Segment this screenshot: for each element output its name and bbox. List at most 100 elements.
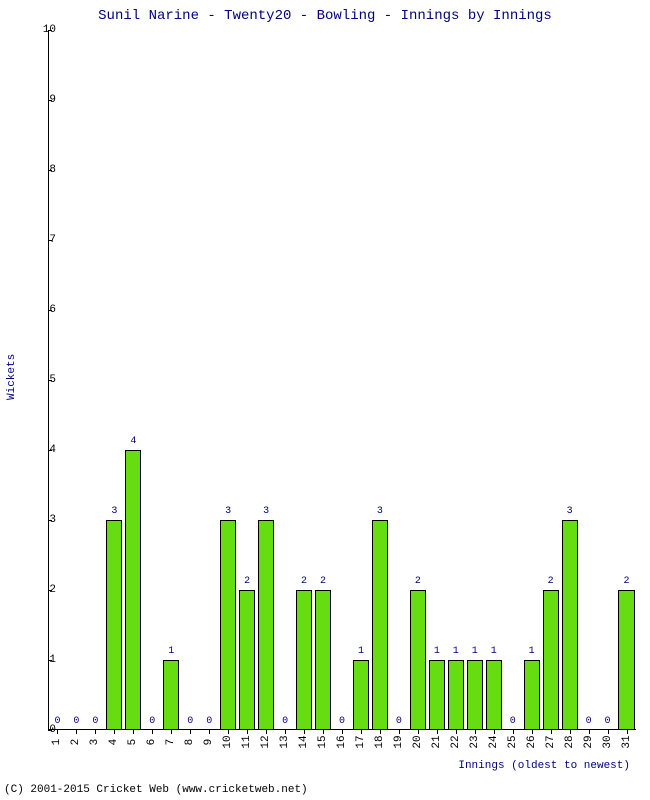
x-tick-label: 7: [165, 733, 177, 751]
bar-value-label: 1: [162, 646, 180, 657]
x-tick-label: 5: [127, 733, 139, 751]
y-tick-label: 1: [36, 654, 56, 666]
x-tick-label: 13: [279, 733, 291, 751]
x-tick-label: 16: [336, 733, 348, 751]
y-tick-mark: [48, 240, 52, 241]
bar: [467, 660, 483, 730]
bar: [239, 590, 255, 730]
bar-value-label: 0: [390, 716, 408, 727]
x-tick-label: 10: [222, 733, 234, 751]
y-axis-label: Wickets: [6, 354, 18, 400]
chart-title: Sunil Narine - Twenty20 - Bowling - Inni…: [0, 8, 650, 24]
bar-value-label: 1: [466, 646, 484, 657]
bar-value-label: 0: [580, 716, 598, 727]
y-tick-label: 9: [36, 94, 56, 106]
y-tick-mark: [48, 100, 52, 101]
x-tick-label: 27: [545, 733, 557, 751]
x-tick-label: 18: [374, 733, 386, 751]
bar-value-label: 3: [561, 506, 579, 517]
bar-value-label: 0: [333, 716, 351, 727]
bar: [315, 590, 331, 730]
bar-value-label: 3: [257, 506, 275, 517]
bar: [486, 660, 502, 730]
bar: [618, 590, 634, 730]
y-tick-label: 5: [36, 374, 56, 386]
bar: [353, 660, 369, 730]
x-tick-label: 20: [412, 733, 424, 751]
bar-value-label: 0: [276, 716, 294, 727]
bar-value-label: 0: [181, 716, 199, 727]
bar-value-label: 3: [371, 506, 389, 517]
bar: [524, 660, 540, 730]
copyright-text: (C) 2001-2015 Cricket Web (www.cricketwe…: [4, 784, 308, 796]
x-tick-label: 26: [526, 733, 538, 751]
x-axis-label: Innings (oldest to newest): [458, 760, 630, 772]
bar-value-label: 1: [447, 646, 465, 657]
x-tick-label: 12: [260, 733, 272, 751]
x-tick-label: 23: [469, 733, 481, 751]
bar-value-label: 2: [238, 576, 256, 587]
bar: [429, 660, 445, 730]
y-tick-mark: [48, 660, 52, 661]
bar-value-label: 1: [485, 646, 503, 657]
bar: [296, 590, 312, 730]
bar: [125, 450, 141, 730]
x-tick-label: 28: [564, 733, 576, 751]
x-tick-label: 19: [393, 733, 405, 751]
y-tick-mark: [48, 590, 52, 591]
bar: [163, 660, 179, 730]
bar-value-label: 2: [542, 576, 560, 587]
y-tick-label: 4: [36, 444, 56, 456]
bar: [372, 520, 388, 730]
y-tick-label: 2: [36, 584, 56, 596]
y-tick-mark: [48, 520, 52, 521]
y-tick-label: 8: [36, 164, 56, 176]
bar-value-label: 0: [143, 716, 161, 727]
chart-container: Sunil Narine - Twenty20 - Bowling - Inni…: [0, 0, 650, 800]
y-tick-label: 7: [36, 234, 56, 246]
bar-value-label: 2: [618, 576, 636, 587]
x-tick-label: 6: [146, 733, 158, 751]
x-tick-label: 30: [602, 733, 614, 751]
bar: [562, 520, 578, 730]
bar-value-label: 1: [352, 646, 370, 657]
bar-value-label: 2: [409, 576, 427, 587]
bar: [543, 590, 559, 730]
bar-value-label: 0: [67, 716, 85, 727]
bar: [106, 520, 122, 730]
y-tick-label: 3: [36, 514, 56, 526]
bar-value-label: 0: [200, 716, 218, 727]
bar: [448, 660, 464, 730]
bar: [258, 520, 274, 730]
x-tick-label: 29: [583, 733, 595, 751]
x-tick-label: 24: [488, 733, 500, 751]
y-tick-mark: [48, 30, 52, 31]
bar-value-label: 3: [219, 506, 237, 517]
x-tick-label: 14: [298, 733, 310, 751]
bar-value-label: 0: [48, 716, 66, 727]
y-tick-mark: [48, 450, 52, 451]
y-tick-mark: [48, 730, 52, 731]
x-tick-label: 11: [241, 733, 253, 751]
bar-value-label: 0: [504, 716, 522, 727]
y-tick-mark: [48, 310, 52, 311]
x-tick-label: 21: [431, 733, 443, 751]
y-tick-mark: [48, 380, 52, 381]
bar-value-label: 1: [428, 646, 446, 657]
bar-value-label: 4: [124, 436, 142, 447]
x-tick-label: 17: [355, 733, 367, 751]
x-tick-label: 9: [203, 733, 215, 751]
x-tick-label: 8: [184, 733, 196, 751]
x-tick-label: 15: [317, 733, 329, 751]
bar: [410, 590, 426, 730]
bar-value-label: 2: [314, 576, 332, 587]
x-tick-label: 22: [450, 733, 462, 751]
y-tick-label: 10: [36, 24, 56, 36]
bar-value-label: 0: [86, 716, 104, 727]
x-tick-label: 31: [621, 733, 633, 751]
x-tick-label: 25: [507, 733, 519, 751]
x-tick-label: 4: [108, 733, 120, 751]
y-tick-mark: [48, 170, 52, 171]
x-tick-label: 2: [70, 733, 82, 751]
x-tick-label: 1: [51, 733, 63, 751]
